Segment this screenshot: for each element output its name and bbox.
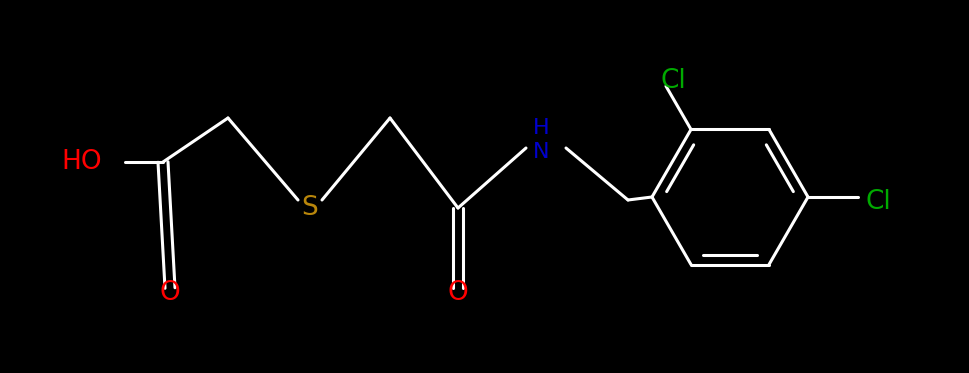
Text: O: O xyxy=(160,280,180,306)
Text: O: O xyxy=(447,280,468,306)
Text: S: S xyxy=(301,195,318,221)
Text: Cl: Cl xyxy=(660,68,686,94)
Text: Cl: Cl xyxy=(865,189,891,215)
Text: H
N: H N xyxy=(532,118,548,162)
Text: HO: HO xyxy=(62,149,102,175)
